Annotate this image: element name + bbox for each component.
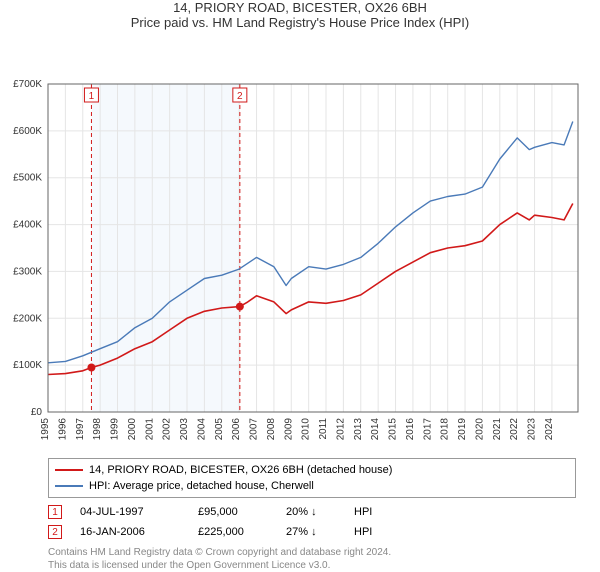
svg-text:£600K: £600K [13, 126, 42, 137]
svg-text:2015: 2015 [388, 418, 399, 441]
svg-text:2000: 2000 [127, 418, 138, 441]
transaction-row: 1 04-JUL-1997 £95,000 20% ↓ HPI [48, 502, 576, 522]
svg-text:2022: 2022 [509, 418, 520, 441]
svg-text:2008: 2008 [266, 418, 277, 441]
chart-title: 14, PRIORY ROAD, BICESTER, OX26 6BH [0, 0, 600, 15]
svg-text:2014: 2014 [370, 418, 381, 441]
transaction-date: 16-JAN-2006 [80, 526, 180, 538]
price-chart: £0 £100K £200K £300K £400K £500K £600K £700K 199… [0, 34, 600, 452]
legend-label: 14, PRIORY ROAD, BICESTER, OX26 6BH (det… [89, 464, 392, 476]
svg-text:2020: 2020 [474, 418, 485, 441]
svg-text:2016: 2016 [405, 418, 416, 441]
svg-text:£400K: £400K [13, 220, 42, 231]
svg-text:1999: 1999 [110, 418, 121, 441]
svg-text:2007: 2007 [249, 418, 260, 441]
transaction-table: 1 04-JUL-1997 £95,000 20% ↓ HPI 2 16-JAN-2006 £… [48, 502, 576, 542]
transaction-marker: 1 [48, 505, 62, 519]
chart-subtitle: Price paid vs. HM Land Registry's House … [0, 15, 600, 30]
svg-text:2019: 2019 [457, 418, 468, 441]
svg-text:2005: 2005 [214, 418, 225, 441]
svg-text:2: 2 [237, 91, 243, 102]
svg-text:2023: 2023 [527, 418, 538, 441]
svg-text:2021: 2021 [492, 418, 503, 441]
svg-text:2003: 2003 [179, 418, 190, 441]
svg-text:1998: 1998 [92, 418, 103, 441]
footer-line1: Contains HM Land Registry data © Crown c… [48, 546, 576, 559]
svg-text:2004: 2004 [196, 418, 207, 441]
svg-text:2012: 2012 [335, 418, 346, 441]
svg-text:£300K: £300K [13, 266, 42, 277]
footer-attribution: Contains HM Land Registry data © Crown c… [48, 546, 576, 572]
svg-text:2002: 2002 [162, 418, 173, 441]
legend-label: HPI: Average price, detached house, Cher… [89, 480, 314, 492]
svg-text:£700K: £700K [13, 79, 42, 90]
legend-swatch [55, 469, 83, 471]
svg-text:2011: 2011 [318, 418, 329, 440]
transaction-pct: 27% ↓ [286, 526, 336, 538]
legend-swatch [55, 485, 83, 487]
svg-text:1995: 1995 [40, 418, 51, 441]
svg-text:2017: 2017 [422, 418, 433, 441]
svg-text:2009: 2009 [283, 418, 294, 441]
svg-text:1: 1 [89, 91, 95, 102]
svg-text:2013: 2013 [353, 418, 364, 441]
transaction-marker: 2 [48, 525, 62, 539]
svg-text:2010: 2010 [301, 418, 312, 441]
svg-text:£200K: £200K [13, 313, 42, 324]
transaction-price: £95,000 [198, 506, 268, 518]
transaction-row: 2 16-JAN-2006 £225,000 27% ↓ HPI [48, 522, 576, 542]
svg-text:£100K: £100K [13, 360, 42, 371]
transaction-date: 04-JUL-1997 [80, 506, 180, 518]
svg-text:2024: 2024 [544, 418, 555, 441]
svg-text:2006: 2006 [231, 418, 242, 441]
svg-text:£0: £0 [31, 407, 43, 418]
legend: 14, PRIORY ROAD, BICESTER, OX26 6BH (det… [48, 458, 576, 498]
footer-line2: This data is licensed under the Open Gov… [48, 559, 576, 572]
transaction-price: £225,000 [198, 526, 268, 538]
svg-text:1997: 1997 [75, 418, 86, 441]
legend-item: HPI: Average price, detached house, Cher… [55, 478, 569, 494]
svg-text:£500K: £500K [13, 173, 42, 184]
legend-item: 14, PRIORY ROAD, BICESTER, OX26 6BH (det… [55, 462, 569, 478]
svg-text:2018: 2018 [440, 418, 451, 441]
transaction-hpi-label: HPI [354, 526, 404, 538]
svg-text:1996: 1996 [57, 418, 68, 441]
svg-text:2001: 2001 [144, 418, 155, 441]
transaction-pct: 20% ↓ [286, 506, 336, 518]
transaction-hpi-label: HPI [354, 506, 404, 518]
